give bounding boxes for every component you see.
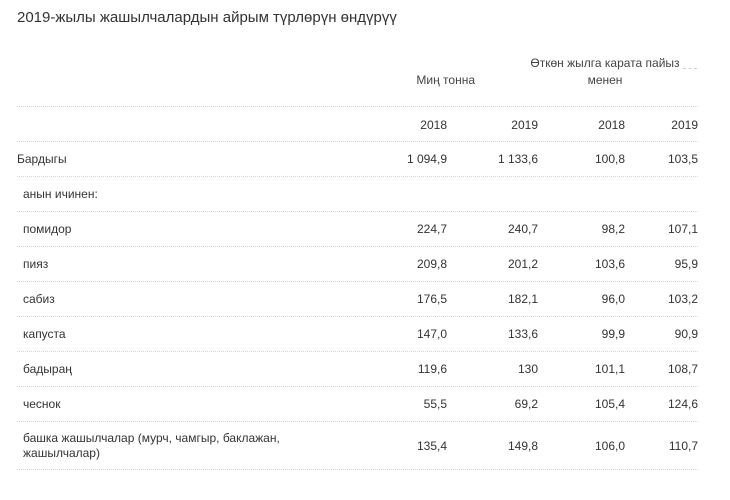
- header-dash-decoration: [683, 68, 697, 69]
- year-header-2018-percent: 2018: [598, 118, 625, 132]
- cell-value: 119,6: [417, 362, 447, 376]
- table-divider: [17, 386, 698, 387]
- row-label: Бардыгы: [17, 152, 67, 166]
- row-label: башка жашылчалар (мурч, чамгыр, баклажан…: [23, 431, 280, 460]
- cell-value: 105,4: [594, 397, 625, 411]
- row-label: помидор: [23, 222, 72, 236]
- cell-value: 106,0: [594, 439, 625, 453]
- table-divider: [17, 469, 698, 470]
- cell-value: 55,5: [423, 397, 447, 411]
- table-divider: [17, 281, 698, 282]
- row-label: бадыраң: [23, 362, 72, 376]
- year-header-2019-percent: 2019: [671, 118, 698, 132]
- cell-value: 149,8: [507, 439, 538, 453]
- cell-value: 135,4: [416, 439, 447, 453]
- header-percent-previous-year: Өткөн жылга карата пайыз менен: [530, 56, 680, 87]
- table-divider: [17, 176, 698, 177]
- cell-value: 124,6: [667, 397, 698, 411]
- cell-value: 100,8: [594, 152, 625, 166]
- cell-value: 147,0: [416, 327, 447, 341]
- cell-value: 101,1: [594, 362, 625, 376]
- page-title: 2019-жылы жашылчалардын айрым түрлөрүн ө…: [17, 9, 397, 26]
- row-label: анын ичинен:: [23, 187, 98, 201]
- cell-value: 110,7: [668, 439, 698, 453]
- cell-value: 69,2: [514, 397, 538, 411]
- cell-value: 103,5: [667, 152, 698, 166]
- cell-value: 95,9: [674, 257, 698, 271]
- year-header-2018-tons: 2018: [420, 118, 447, 132]
- table-divider: [17, 246, 698, 247]
- cell-value: 90,9: [674, 327, 698, 341]
- cell-value: 182,1: [507, 292, 538, 306]
- row-label: чеснок: [23, 397, 61, 411]
- row-label: капуста: [23, 327, 66, 341]
- year-header-2019-tons: 2019: [511, 118, 538, 132]
- cell-value: 96,0: [601, 292, 625, 306]
- cell-value: 99,9: [601, 327, 625, 341]
- cell-value: 130: [517, 362, 538, 376]
- cell-value: 1 133,6: [497, 152, 538, 166]
- table-divider: [17, 351, 698, 352]
- cell-value: 176,5: [416, 292, 447, 306]
- cell-value: 98,2: [601, 222, 625, 236]
- cell-value: 103,2: [667, 292, 698, 306]
- table-divider: [17, 141, 698, 142]
- cell-value: 240,7: [507, 222, 538, 236]
- header-thousand-tons: Миң тонна: [416, 73, 475, 87]
- table-divider: [17, 421, 698, 422]
- cell-value: 201,2: [507, 257, 538, 271]
- cell-value: 103,6: [594, 257, 625, 271]
- cell-value: 1 094,9: [406, 152, 447, 166]
- cell-value: 107,1: [667, 222, 698, 236]
- table-divider: [17, 211, 698, 212]
- table-divider: [17, 106, 698, 107]
- row-label: пияз: [23, 257, 49, 271]
- cell-value: 108,7: [667, 362, 698, 376]
- cell-value: 133,6: [507, 327, 538, 341]
- cell-value: 209,8: [416, 257, 447, 271]
- table-divider: [17, 316, 698, 317]
- row-label: сабиз: [23, 292, 55, 306]
- cell-value: 224,7: [416, 222, 447, 236]
